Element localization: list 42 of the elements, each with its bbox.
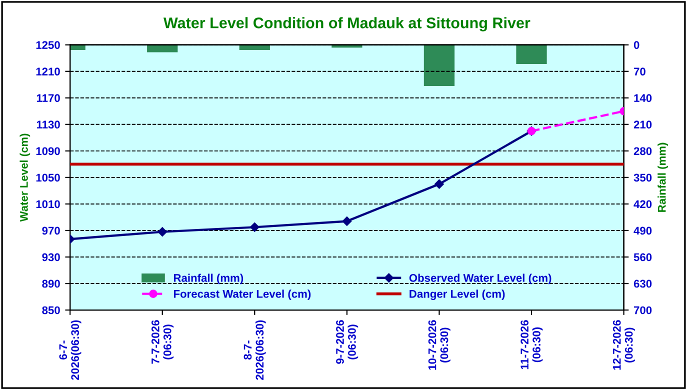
x-tick-label: 12-7-2026 (06:30) — [612, 320, 635, 370]
y2-tick-label: 140 — [634, 94, 652, 102]
y-tick-label: 850 — [42, 306, 60, 314]
y-tick-label: 1170 — [36, 94, 60, 102]
y2-tick-label: 210 — [634, 120, 652, 129]
y2-tick-label: 560 — [634, 253, 652, 262]
y-tick-label: 890 — [42, 280, 60, 288]
y-tick-label: 1010 — [36, 200, 60, 208]
y2-axis-title: Rainfall (mm) — [658, 142, 668, 212]
y2-tick-label: 490 — [634, 226, 652, 235]
y-tick-label: 970 — [42, 226, 60, 235]
y-axis-title: Water Level (cm) — [20, 134, 30, 222]
x-tick-label: 11-7-2026 (06:30) — [520, 320, 543, 370]
x-tick-label: 7-7-2026 (06:30) — [151, 320, 174, 364]
y-tick-label: 1210 — [36, 68, 60, 76]
point — [434, 179, 444, 189]
point — [250, 222, 260, 232]
y2-tick-label: 350 — [634, 174, 652, 182]
x-tick-label: 10-7-2026 (06:30) — [428, 320, 450, 370]
y-tick-label: 1090 — [36, 147, 60, 156]
x-tick-label: 9-7-2026 (06:30) — [336, 320, 358, 364]
legend-label: Observed Water Level (cm) — [409, 274, 552, 284]
y-tick-label: 1130 — [36, 120, 60, 129]
y2-tick-label: 630 — [634, 280, 652, 288]
y-tick-label: 1250 — [36, 41, 60, 49]
y2-tick-label: 0 — [634, 41, 640, 49]
y-tick-label: 930 — [42, 253, 60, 262]
bar — [516, 44, 547, 64]
point — [158, 227, 167, 236]
y2-tick-label: 700 — [634, 306, 652, 314]
legend-label: Danger Level (cm) — [410, 290, 505, 300]
bar — [424, 44, 455, 86]
x-tick-label: 8-7- 2026(06:30) — [244, 320, 266, 380]
point — [342, 216, 352, 226]
legend-label: Forecast Water Level (cm) — [174, 290, 311, 300]
chart-title: Water Level Condition of Madauk at Sittoung River — [163, 17, 530, 32]
legend-label: Rainfall (mm) — [174, 274, 244, 284]
y2-tick-label: 70 — [634, 68, 646, 76]
y-tick-label: 1050 — [36, 174, 60, 182]
y2-tick-label: 420 — [634, 200, 652, 208]
x-tick-label: 6-7- 2026(06:30) — [59, 320, 82, 380]
y2-tick-label: 280 — [634, 147, 652, 156]
